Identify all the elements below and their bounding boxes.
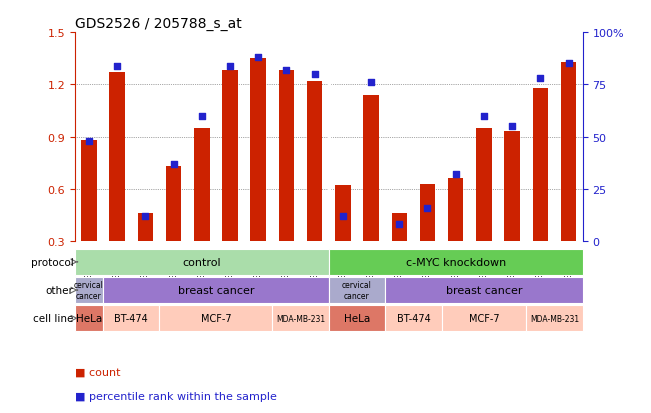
Bar	[385, 278, 583, 303]
Bar	[505, 132, 520, 242]
Bar	[533, 89, 548, 242]
Bar	[75, 306, 103, 331]
Text: control: control	[182, 257, 221, 267]
Bar	[329, 278, 385, 303]
Bar	[391, 214, 407, 242]
Bar	[75, 249, 329, 275]
Bar	[385, 306, 441, 331]
Bar	[194, 128, 210, 242]
Bar	[137, 214, 153, 242]
Point	[563, 61, 574, 68]
Bar	[103, 278, 329, 303]
Point	[422, 205, 433, 211]
Point	[478, 113, 489, 120]
Point	[84, 138, 94, 145]
Bar	[363, 95, 379, 242]
Text: BT-474: BT-474	[115, 313, 148, 323]
Point	[338, 213, 348, 220]
Text: MDA-MB-231: MDA-MB-231	[530, 314, 579, 323]
Text: HeLa: HeLa	[344, 313, 370, 323]
Bar	[81, 141, 97, 242]
Text: GDS2526 / 205788_s_at: GDS2526 / 205788_s_at	[75, 17, 242, 31]
Point	[507, 123, 518, 130]
Point	[366, 80, 376, 86]
Bar	[329, 249, 583, 275]
Point	[535, 76, 546, 82]
Point	[253, 55, 264, 62]
Text: HeLa: HeLa	[76, 313, 102, 323]
Text: protocol: protocol	[31, 257, 74, 267]
Text: breast cancer: breast cancer	[446, 285, 522, 295]
Text: BT-474: BT-474	[396, 313, 430, 323]
Bar	[448, 179, 464, 242]
Text: other: other	[46, 285, 74, 295]
Point	[450, 171, 461, 178]
Bar	[476, 128, 492, 242]
Bar	[166, 167, 182, 242]
Point	[394, 222, 404, 228]
Bar	[307, 82, 322, 242]
Bar	[103, 306, 159, 331]
Bar	[75, 278, 103, 303]
Point	[309, 71, 320, 78]
Text: cervical
cancer: cervical cancer	[74, 281, 104, 300]
Point	[197, 113, 207, 120]
Text: cervical
cancer: cervical cancer	[342, 281, 372, 300]
Bar	[159, 306, 272, 331]
Text: MCF-7: MCF-7	[201, 313, 231, 323]
Text: ■ percentile rank within the sample: ■ percentile rank within the sample	[75, 392, 277, 401]
Bar	[251, 59, 266, 242]
Bar	[279, 71, 294, 242]
Bar	[561, 63, 576, 242]
Bar	[335, 186, 351, 242]
Bar	[329, 306, 385, 331]
Text: breast cancer: breast cancer	[178, 285, 254, 295]
Text: ■ count: ■ count	[75, 367, 120, 377]
Text: MCF-7: MCF-7	[469, 313, 499, 323]
Point	[225, 63, 235, 70]
Bar	[420, 184, 436, 242]
Bar	[222, 71, 238, 242]
Text: c-MYC knockdown: c-MYC knockdown	[406, 257, 506, 267]
Text: MDA-MB-231: MDA-MB-231	[276, 314, 325, 323]
Point	[281, 67, 292, 74]
Text: cell line: cell line	[33, 313, 74, 323]
Bar	[441, 306, 526, 331]
Point	[140, 213, 150, 220]
Bar	[109, 73, 125, 242]
Point	[112, 63, 122, 70]
Point	[169, 161, 179, 168]
Bar	[272, 306, 329, 331]
Bar	[526, 306, 583, 331]
